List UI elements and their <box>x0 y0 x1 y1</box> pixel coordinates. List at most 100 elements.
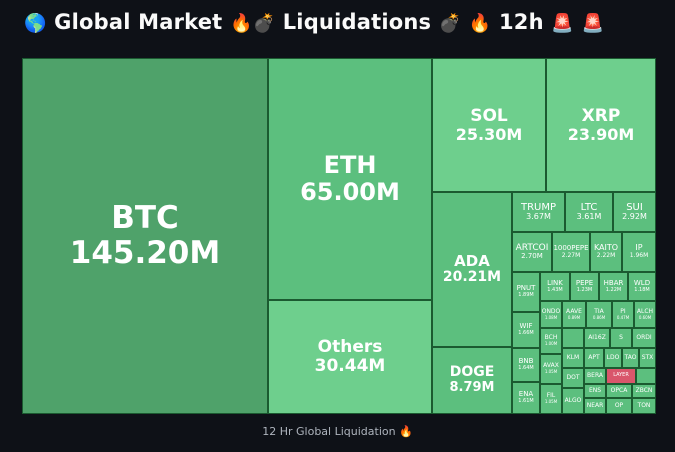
tile-name-label: SOL <box>470 105 508 126</box>
tile-name-label: XRP <box>581 105 621 126</box>
treemap-tile-sol[interactable]: SOL 25.30M <box>432 58 546 192</box>
tile-name-label: ALCH <box>636 307 654 315</box>
tile-name-label: KLM <box>566 353 580 361</box>
treemap-tile-tao[interactable]: TAO <box>622 348 639 368</box>
treemap-tile-ena[interactable]: ENA 1.61M <box>512 382 540 414</box>
tile-name-label: DOT <box>566 373 580 381</box>
tile-value-label: 1.96M <box>629 252 649 260</box>
tile-name-label: ORDI <box>636 333 652 341</box>
tile-value-label: 0.60M <box>638 314 652 320</box>
globe-icon: 🌎 <box>24 13 47 34</box>
tile-name-label: ENS <box>588 386 602 394</box>
treemap-tile-others[interactable]: Others 30.44M <box>268 300 432 414</box>
treemap-tile-btc[interactable]: BTC 145.20M <box>22 58 268 414</box>
tile-value-label: 8.79M <box>449 380 495 396</box>
treemap-tile-opca[interactable]: OPCA <box>606 384 632 398</box>
treemap-tile-ton[interactable]: TON <box>632 398 656 414</box>
treemap-tile-dot[interactable]: DOT <box>562 368 584 388</box>
treemap-tile-ai16z[interactable]: AI16Z <box>584 328 610 348</box>
treemap-tile-trump[interactable]: TRUMP 3.67M <box>512 192 565 232</box>
treemap-tile-fil[interactable]: FIL 1.05M <box>540 384 562 414</box>
treemap-tile-sui[interactable]: SUI 2.92M <box>613 192 656 232</box>
treemap-tile-op[interactable]: OP <box>606 398 632 414</box>
treemap-tile-alch[interactable]: ALCH 0.60M <box>634 301 656 328</box>
tile-name-label: TON <box>637 401 651 409</box>
treemap-tile-ada[interactable]: ADA 20.21M <box>432 192 512 347</box>
tile-value-label: 1.05M <box>544 369 558 375</box>
tile-name-label: PI <box>620 307 626 315</box>
tile-name-label: PEPE <box>575 278 594 287</box>
treemap-tile-tia[interactable]: TIA 0.86M <box>586 301 612 328</box>
treemap-tile-ip[interactable]: IP 1.96M <box>622 232 656 272</box>
tile-name-label: AAVE <box>566 307 582 315</box>
tile-name-label: OP <box>614 401 624 409</box>
fire-icon: 🔥 <box>468 13 492 34</box>
treemap-tile-kaito[interactable]: KAITO 2.22M <box>590 232 622 272</box>
treemap-tile-bch[interactable]: BCH 1.00M <box>540 328 562 354</box>
tile-value-label: 1.18M <box>634 286 650 293</box>
tile-name-label: ADA <box>454 252 490 271</box>
fire-icon: 🔥 <box>399 425 413 438</box>
tile-value-label: 0.89M <box>567 314 581 320</box>
treemap-tile-pepe[interactable]: PEPE 1.23M <box>570 272 599 301</box>
tile-name-label: ALGO <box>564 396 582 404</box>
tile-name-label: AI16Z <box>588 333 606 341</box>
treemap-tile-ltc[interactable]: LTC 3.61M <box>565 192 613 232</box>
treemap-tile-zbcn[interactable]: ZBCN <box>632 384 656 398</box>
treemap-tile-ens[interactable]: ENS <box>584 384 606 398</box>
fire-icon: 🔥 <box>229 13 253 34</box>
treemap-tile-pnut[interactable]: PNUT 1.89M <box>512 272 540 312</box>
tile-name-label: S <box>619 333 623 341</box>
treemap-tile-bera[interactable]: BERA <box>584 368 606 384</box>
treemap-tile-1000pepe[interactable]: 1000PEPE 2.27M <box>552 232 590 272</box>
tile-value-label: 2.92M <box>622 212 647 222</box>
tile-value-label: 1.89M <box>518 292 534 299</box>
treemap-tile-pi[interactable]: PI 0.47M <box>612 301 634 328</box>
treemap-tile-minor <box>562 328 584 348</box>
treemap-tile-wif[interactable]: WIF 1.66M <box>512 312 540 348</box>
treemap-tile-apt[interactable]: APT <box>584 348 604 368</box>
treemap-tile-s[interactable]: S <box>610 328 632 348</box>
tile-value-label: 20.21M <box>442 269 502 286</box>
tile-name-label: TAO <box>624 353 637 361</box>
treemap-tile-ondo[interactable]: ONDO 1.08M <box>540 301 562 328</box>
treemap-tile-eth[interactable]: ETH 65.00M <box>268 58 432 300</box>
treemap-tile-hbar[interactable]: HBAR 1.22M <box>599 272 628 301</box>
title-text-liquidations: Liquidations <box>282 10 432 34</box>
tile-value-label: 3.61M <box>576 212 602 222</box>
tile-name-label: BNB <box>518 357 534 366</box>
treemap-tile-link[interactable]: LINK 1.43M <box>540 272 570 301</box>
treemap-tile-ordi[interactable]: ORDI <box>632 328 656 348</box>
treemap-tile-ldo[interactable]: LDO <box>604 348 622 368</box>
title-text-global-market: Global Market <box>54 10 223 34</box>
treemap-tile-wld[interactable]: WLD 1.18M <box>628 272 656 301</box>
treemap-tile-xrp[interactable]: XRP 23.90M <box>546 58 656 192</box>
tile-name-label: STX <box>641 353 654 361</box>
caption-text: 12 Hr Global Liquidation <box>262 425 396 438</box>
liquidation-treemap: BTC 145.20M ETH 65.00M Others 30.44M SOL 25.30M… <box>22 58 656 414</box>
tile-name-label: LINK <box>547 278 563 287</box>
tile-name-label: KAITO <box>593 243 619 253</box>
siren-icon: 🚨 <box>551 13 574 34</box>
tile-value-label: 1.05M <box>544 399 558 405</box>
tile-value-label: 1.00M <box>544 341 558 347</box>
tile-value-label: 1.23M <box>576 286 593 293</box>
treemap-tile-stx[interactable]: STX <box>639 348 656 368</box>
tile-name-label: BCH <box>544 334 558 342</box>
tile-value-label: 0.86M <box>592 314 606 320</box>
treemap-tile-minor <box>636 368 656 384</box>
tile-value-label: 30.44M <box>314 356 386 376</box>
treemap-tile-avax[interactable]: AVAX 1.05M <box>540 354 562 384</box>
treemap-tile-klm[interactable]: KLM <box>562 348 584 368</box>
treemap-tile-artcoi[interactable]: ARTCOI 2.70M <box>512 232 552 272</box>
tile-value-label: 1.08M <box>544 314 558 320</box>
tile-value-label: 1.64M <box>518 365 534 372</box>
treemap-tile-algo[interactable]: ALGO <box>562 388 584 414</box>
treemap-tile-aave[interactable]: AAVE 0.89M <box>562 301 586 328</box>
tile-name-label: ONDO <box>541 307 561 315</box>
treemap-tile-bnb[interactable]: BNB 1.64M <box>512 348 540 382</box>
treemap-tile-doge[interactable]: DOGE 8.79M <box>432 347 512 414</box>
treemap-tile-layer[interactable]: LAYER <box>606 368 636 384</box>
siren-icon: 🚨 <box>581 13 605 34</box>
treemap-tile-near[interactable]: NEAR <box>584 398 606 414</box>
